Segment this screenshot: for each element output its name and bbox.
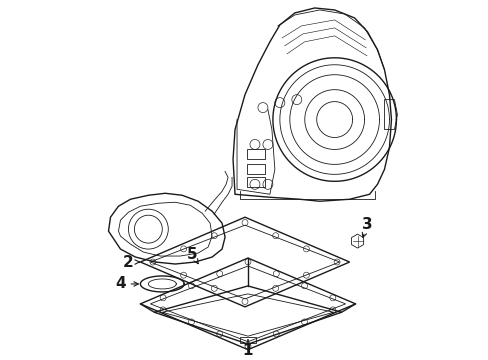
Bar — [240, 337, 255, 343]
Bar — [246, 165, 264, 174]
Text: 1: 1 — [242, 343, 253, 358]
Bar — [246, 177, 264, 187]
Text: 2: 2 — [123, 255, 134, 270]
Text: 3: 3 — [362, 217, 372, 232]
Text: 5: 5 — [186, 247, 197, 262]
Text: 4: 4 — [115, 276, 125, 292]
Bar — [246, 149, 264, 159]
